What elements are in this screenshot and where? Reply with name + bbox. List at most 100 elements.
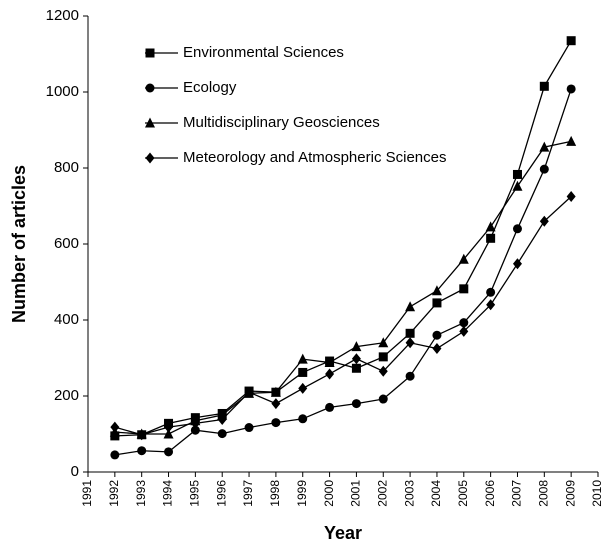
marker xyxy=(190,425,200,435)
series-line xyxy=(114,196,572,436)
marker xyxy=(405,301,416,312)
x-tick-label: 2005 xyxy=(456,480,470,507)
x-tick-label: 2007 xyxy=(510,480,524,507)
marker xyxy=(298,367,308,377)
marker xyxy=(566,135,577,146)
marker xyxy=(432,298,442,308)
x-tick-label: 1995 xyxy=(188,480,202,507)
marker xyxy=(486,287,496,297)
x-tick-label: 1992 xyxy=(107,480,121,507)
marker xyxy=(378,337,389,348)
marker xyxy=(512,180,523,191)
y-tick-label: 0 xyxy=(71,463,79,480)
marker xyxy=(566,84,576,94)
marker xyxy=(110,450,120,460)
marker xyxy=(298,382,308,394)
marker xyxy=(297,353,308,364)
marker xyxy=(145,48,155,58)
y-axis-label: Number of articles xyxy=(9,165,29,323)
marker xyxy=(405,371,415,381)
x-tick-label: 2010 xyxy=(590,480,604,507)
marker xyxy=(217,414,227,426)
marker xyxy=(145,117,155,128)
marker xyxy=(539,164,549,174)
marker xyxy=(432,343,442,354)
marker xyxy=(378,352,388,362)
marker xyxy=(458,253,469,264)
marker xyxy=(325,368,335,380)
marker xyxy=(431,285,442,296)
marker xyxy=(512,169,522,179)
marker xyxy=(378,365,388,377)
marker xyxy=(486,233,496,243)
x-tick-label: 1993 xyxy=(134,480,148,507)
marker xyxy=(539,81,549,91)
marker xyxy=(164,421,174,433)
x-tick-label: 2001 xyxy=(349,480,363,507)
marker xyxy=(432,330,442,340)
marker xyxy=(324,357,335,368)
x-tick-label: 1991 xyxy=(80,480,94,507)
marker xyxy=(539,141,550,152)
x-axis-label: Year xyxy=(324,523,362,543)
x-tick-label: 1994 xyxy=(161,480,175,507)
marker xyxy=(378,394,388,404)
marker xyxy=(566,36,576,46)
x-tick-label: 1997 xyxy=(241,480,255,507)
marker xyxy=(163,428,174,439)
x-tick-label: 2009 xyxy=(563,480,577,507)
y-tick-label: 400 xyxy=(54,311,79,328)
series-line xyxy=(114,88,572,456)
marker xyxy=(351,353,361,365)
x-tick-label: 1999 xyxy=(295,480,309,507)
marker xyxy=(512,258,522,270)
marker xyxy=(486,299,496,311)
marker xyxy=(566,191,576,202)
x-tick-label: 2003 xyxy=(402,480,416,507)
legend-label: Ecology xyxy=(183,79,237,96)
y-tick-label: 1200 xyxy=(46,7,79,24)
marker xyxy=(405,337,415,349)
marker xyxy=(137,446,147,456)
marker xyxy=(351,399,361,409)
marker xyxy=(459,325,469,337)
marker xyxy=(271,418,281,428)
x-tick-label: 2000 xyxy=(322,480,336,507)
x-tick-label: 2006 xyxy=(483,480,497,507)
marker xyxy=(145,152,155,164)
series-line xyxy=(114,40,572,437)
y-tick-label: 200 xyxy=(54,387,79,404)
marker xyxy=(351,341,362,352)
marker xyxy=(405,328,415,338)
y-tick-label: 1000 xyxy=(46,83,79,100)
marker xyxy=(244,423,254,433)
marker xyxy=(325,402,335,412)
marker xyxy=(145,83,155,93)
marker xyxy=(512,224,522,234)
marker xyxy=(270,386,281,397)
x-tick-label: 1996 xyxy=(214,480,228,507)
marker xyxy=(351,363,361,373)
series-line xyxy=(114,140,572,435)
y-tick-label: 600 xyxy=(54,235,79,252)
legend-label: Multidisciplinary Geosciences xyxy=(183,114,380,131)
marker xyxy=(485,221,496,232)
x-tick-label: 2004 xyxy=(429,480,443,507)
legend-label: Environmental Sciences xyxy=(183,44,344,61)
marker xyxy=(190,417,200,429)
marker xyxy=(459,284,469,294)
x-tick-label: 2008 xyxy=(536,480,550,507)
marker xyxy=(271,398,281,410)
marker xyxy=(539,215,549,227)
marker xyxy=(137,429,147,441)
legend-label: Meteorology and Atmospheric Sciences xyxy=(183,149,446,166)
marker xyxy=(244,386,254,398)
y-tick-label: 800 xyxy=(54,159,79,176)
marker xyxy=(298,414,308,424)
marker xyxy=(164,447,174,457)
marker xyxy=(217,429,227,439)
marker xyxy=(110,421,120,433)
x-tick-label: 2002 xyxy=(375,480,389,507)
x-tick-label: 1998 xyxy=(268,480,282,507)
